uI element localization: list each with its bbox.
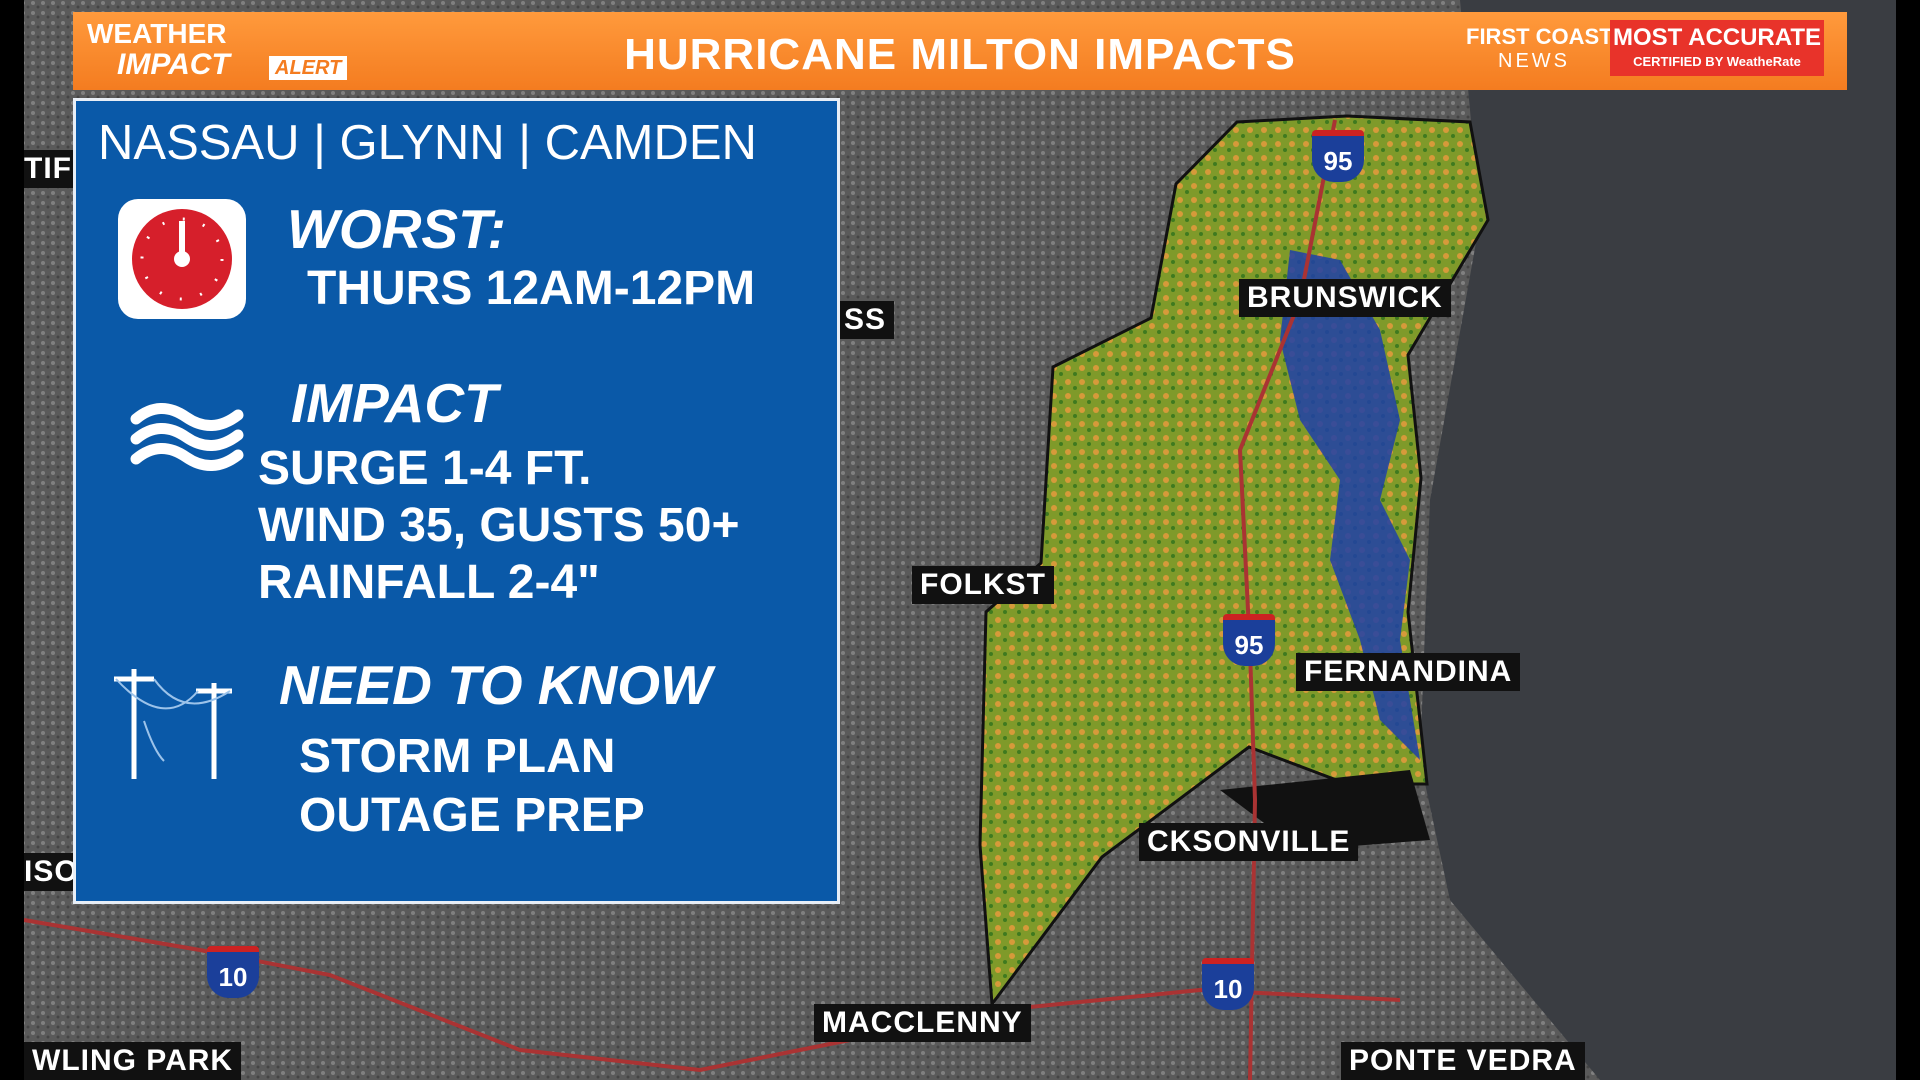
city-label: WLING PARK [24,1042,242,1080]
city-label: MACCLENNY [814,1004,1031,1042]
section-line: WIND 35, GUSTS 50+ [258,499,740,552]
info-panel: NASSAU | GLYNN | CAMDEN WORST: THURS 12A… [73,98,840,904]
highway-shield: 10 [207,946,259,998]
highway-shield: 10 [1202,958,1254,1010]
left-border [0,0,24,1080]
right-border [1896,0,1920,1080]
city-label: FOLKST [912,566,1054,604]
logo-line: WEATHER [87,18,227,49]
clock-icon [118,199,246,319]
section-line: SURGE 1-4 FT. [258,442,592,495]
section-heading: WORST: [287,198,506,260]
highway-shield: 95 [1312,130,1364,182]
city-label: TIF [24,150,80,188]
station-sub: NEWS [1498,50,1570,72]
accuracy-badge: MOST ACCURATE CERTIFIED BY WeatheRate [1610,20,1824,76]
section-heading: NEED TO KNOW [279,654,712,716]
highway-shield: 95 [1223,614,1275,666]
ocean [1420,0,1896,1080]
section-line: OUTAGE PREP [299,789,645,842]
section-line: STORM PLAN [299,730,616,783]
section-line: THURS 12AM-12PM [307,262,756,315]
city-label: PONTE VEDRA [1341,1042,1585,1080]
section-heading: IMPACT [291,372,498,434]
surge-water [1280,250,1420,760]
logo-line: IMPACT [117,48,230,81]
header-bar: WEATHER IMPACT ALERT HURRICANE MILTON IM… [73,12,1847,90]
accuracy-sub: CERTIFIED BY WeatheRate [1633,54,1801,69]
waves-icon [130,403,244,471]
accuracy-title: MOST ACCURATE [1613,24,1821,51]
header-title: HURRICANE MILTON IMPACTS [624,30,1296,79]
logo-badge: ALERT [269,56,348,80]
city-label: SS [836,301,895,339]
river [1220,770,1430,850]
station-name: FIRST COAST [1466,24,1613,49]
city-label: BRUNSWICK [1239,279,1451,317]
power-lines-icon [114,669,232,779]
city-label: CKSONVILLE [1139,823,1359,861]
city-label: FERNANDINA [1296,653,1521,691]
section-line: RAINFALL 2-4" [258,556,600,609]
panel-title: NASSAU | GLYNN | CAMDEN [98,116,757,170]
